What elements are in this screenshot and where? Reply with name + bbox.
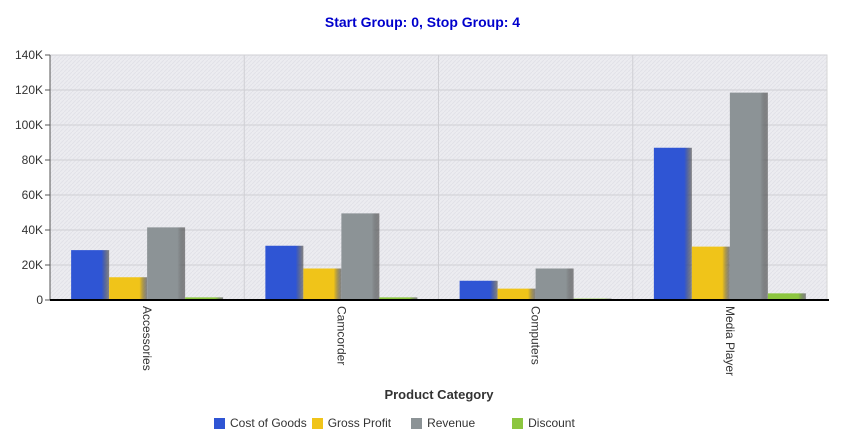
bar: [497, 288, 536, 300]
bar: [341, 213, 380, 300]
y-tick-label: 0: [36, 293, 43, 307]
bar: [185, 297, 224, 300]
legend-swatch: [214, 417, 225, 429]
y-tick-labels: 0 20K 40K 60K 80K 100K 120K 140K: [15, 48, 43, 307]
bar: [379, 297, 418, 300]
axes: [45, 54, 829, 301]
y-tick-label: 100K: [15, 118, 43, 132]
bar: [653, 147, 692, 300]
x-axis-title: Product Category: [384, 387, 494, 402]
legend-swatch: [311, 417, 323, 429]
x-tick-label: Accessories: [140, 306, 154, 371]
bar: [459, 280, 498, 300]
chart-title: Start Group: 0, Stop Group: 4: [324, 14, 521, 30]
y-tick-label: 20K: [22, 258, 43, 272]
bar: [303, 268, 342, 300]
y-tick-label: 60K: [22, 188, 43, 202]
x-tick-label: Camcorder: [334, 306, 348, 365]
y-tick-label: 120K: [15, 83, 43, 97]
legend-swatch: [411, 417, 423, 429]
legend-label: Cost of Goods: [230, 416, 307, 430]
bars: [71, 92, 806, 300]
bar: [71, 250, 110, 300]
legend: Cost of Goods Gross Profit Revenue Discount: [214, 415, 575, 431]
legend-swatch: [512, 417, 524, 429]
bar: [767, 293, 806, 300]
legend-label: Gross Profit: [327, 416, 392, 430]
bar: [729, 92, 768, 300]
bar: [535, 268, 574, 300]
y-tick-label: 140K: [15, 48, 43, 62]
bar: [147, 227, 186, 300]
legend-item: Revenue: [411, 416, 475, 430]
x-tick-label: Computers: [529, 306, 543, 365]
x-tick-labels: Accessories Camcorder Computers Media Playe…: [140, 306, 737, 376]
legend-item: Discount: [512, 416, 575, 430]
legend-label: Revenue: [427, 416, 476, 430]
legend-item: Gross Profit: [311, 416, 392, 430]
legend-label: Discount: [528, 416, 575, 430]
bar: [265, 245, 304, 300]
x-tick-label: Media Player: [723, 306, 737, 376]
y-tick-label: 80K: [22, 153, 43, 167]
bar: [109, 277, 148, 300]
legend-item: Cost of Goods: [214, 416, 307, 430]
y-tick-label: 40K: [22, 223, 43, 237]
bar: [691, 246, 730, 300]
